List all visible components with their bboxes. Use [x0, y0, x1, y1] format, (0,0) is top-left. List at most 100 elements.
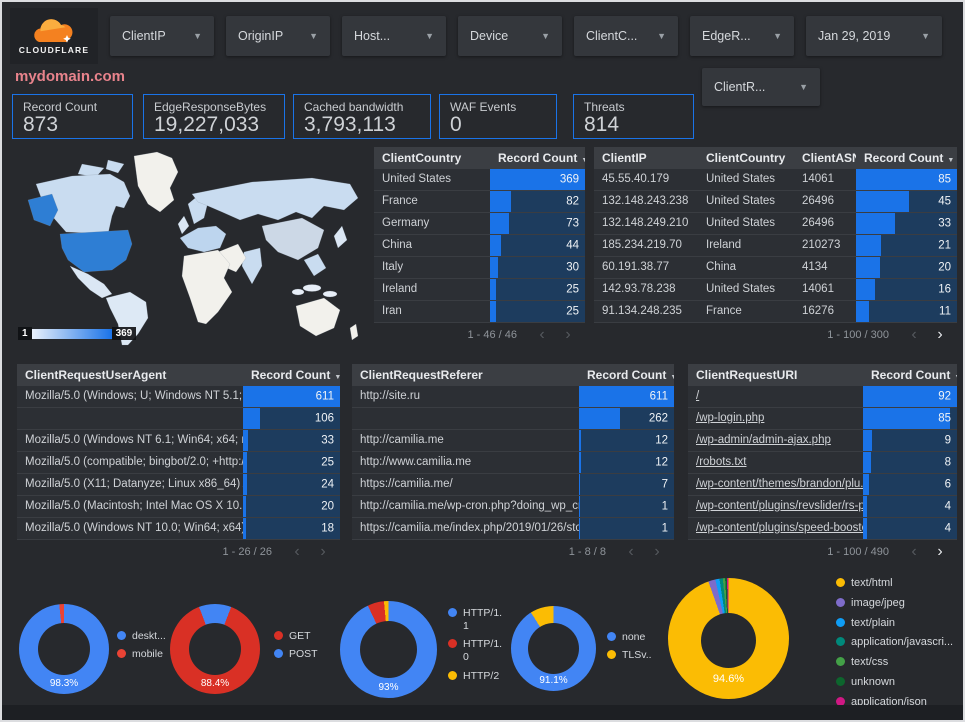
record-count-value: 82: [566, 195, 579, 207]
legend-item[interactable]: GET: [274, 630, 318, 643]
table-cell: https://camilia.me/index.php/2019/01/26/…: [360, 522, 579, 534]
legend-item[interactable]: application/json: [836, 696, 953, 710]
user-agent-table: ClientRequestUserAgent Record Count▼ Mozi…: [17, 364, 340, 564]
legend-dot-icon: [836, 676, 845, 686]
legend-item[interactable]: HTTP/1.1: [448, 607, 506, 633]
next-page-icon[interactable]: ›: [565, 326, 571, 343]
table-cell: http://camilia.me: [360, 434, 444, 446]
record-count-bar: [856, 213, 896, 234]
donut-hole: [189, 623, 241, 675]
filter-clientrequest[interactable]: ClientR... ▼: [702, 68, 820, 106]
column-header[interactable]: ClientRequestUserAgent: [25, 368, 167, 382]
next-page-icon[interactable]: ›: [937, 543, 943, 560]
legend-item[interactable]: deskt...: [117, 630, 166, 643]
legend-dot-icon: [274, 649, 283, 659]
prev-page-icon[interactable]: ‹: [628, 543, 634, 560]
legend-item[interactable]: mobile: [117, 648, 166, 661]
tls-version-donut[interactable]: 91.1% none TLSv..: [511, 606, 673, 701]
donut-ring: 91.1%: [511, 606, 596, 691]
legend-item[interactable]: unknown: [836, 676, 953, 690]
world-map-chart[interactable]: 1 369: [12, 147, 370, 347]
table-pagination: 1 - 46 / 46 ‹ ›: [374, 323, 585, 347]
filter-originip[interactable]: OriginIP ▼: [226, 16, 330, 56]
record-count-bar: [490, 235, 502, 256]
record-count-bar: [490, 301, 497, 322]
table-cell: France: [382, 195, 418, 207]
prev-page-icon[interactable]: ‹: [294, 543, 300, 560]
map-mexico: [69, 265, 113, 299]
date-range-picker[interactable]: Jan 29, 2019 ▼: [806, 16, 942, 56]
column-header[interactable]: ClientIP: [602, 151, 647, 165]
legend-item[interactable]: text/css: [836, 656, 953, 670]
filter-device[interactable]: Device ▼: [458, 16, 562, 56]
uri-link[interactable]: /: [696, 390, 700, 402]
sort-desc-icon: ▼: [954, 374, 957, 381]
column-header[interactable]: ClientRequestReferer: [360, 368, 483, 382]
record-count-bar-cell: 12: [579, 452, 674, 473]
column-header[interactable]: Record Count▼: [579, 368, 674, 382]
next-page-icon[interactable]: ›: [320, 543, 326, 560]
record-count-bar: [243, 452, 247, 473]
next-page-icon[interactable]: ›: [937, 326, 943, 343]
http-version-donut[interactable]: 93% HTTP/1.1 HTTP/1.0 HTTP/2: [340, 601, 510, 706]
prev-page-icon[interactable]: ‹: [911, 326, 917, 343]
table-header: ClientRequestUserAgent Record Count▼: [17, 364, 340, 386]
sort-desc-icon: ▼: [334, 374, 340, 381]
table-row: /wp-admin/admin-ajax.php 9: [688, 430, 957, 452]
legend-label: text/css: [851, 656, 889, 668]
record-count-bar: [863, 474, 870, 495]
uri-link[interactable]: /wp-admin/admin-ajax.php: [696, 434, 831, 446]
column-header[interactable]: ClientCountry: [706, 151, 786, 165]
record-count-bar: [856, 279, 875, 300]
donut-percent-label: 88.4%: [200, 678, 230, 689]
legend-item[interactable]: HTTP/1.0: [448, 638, 506, 664]
table-row: France 82: [374, 191, 585, 213]
legend-item[interactable]: application/javascri...: [836, 636, 953, 650]
record-count-value: 611: [315, 390, 334, 402]
legend-item[interactable]: text/plain: [836, 617, 953, 631]
record-count-bar-cell: 1: [579, 518, 674, 539]
table-row: Mozilla/5.0 (Windows; U; Windows NT 5.1;…: [17, 386, 340, 408]
uri-link[interactable]: /wp-content/themes/brandon/plu...: [696, 478, 863, 490]
request-uri-table: ClientRequestURI Record Count▼ / 92/wp-log…: [688, 364, 957, 564]
column-header[interactable]: Record Count▼: [490, 151, 585, 165]
device-type-donut[interactable]: 98.3% deskt... mobile: [19, 604, 179, 704]
table-cell: Mozilla/5.0 (Windows; U; Windows NT 5.1;…: [25, 390, 243, 402]
column-header[interactable]: Record Count▼: [864, 151, 955, 165]
legend-item[interactable]: none: [607, 631, 652, 644]
legend-item[interactable]: image/jpeg: [836, 597, 953, 611]
column-header[interactable]: Record Count▼: [863, 368, 957, 382]
table-row: /wp-login.php 85: [688, 408, 957, 430]
uri-link[interactable]: /robots.txt: [696, 456, 747, 468]
map-greenland: [133, 151, 179, 213]
prev-page-icon[interactable]: ‹: [911, 543, 917, 560]
legend-item[interactable]: TLSv..: [607, 649, 652, 662]
column-header[interactable]: ClientASN: [802, 151, 856, 165]
filter-clientip[interactable]: ClientIP ▼: [110, 16, 214, 56]
content-type-donut[interactable]: 94.6% text/html image/jpeg text/plain appli…: [668, 576, 962, 710]
filter-host[interactable]: Host... ▼: [342, 16, 446, 56]
legend-item[interactable]: POST: [274, 648, 318, 661]
table-row: Mozilla/5.0 (compatible; bingbot/2.0; +h…: [17, 452, 340, 474]
column-header[interactable]: ClientCountry: [382, 151, 462, 165]
uri-link[interactable]: /wp-content/plugins/speed-booste...: [696, 522, 863, 534]
map-color-legend: 1 369: [18, 327, 137, 340]
column-header[interactable]: Record Count▼: [243, 368, 340, 382]
record-count-value: 4: [944, 522, 951, 534]
column-header[interactable]: ClientRequestURI: [696, 368, 798, 382]
filter-edgeresponse[interactable]: EdgeR... ▼: [690, 16, 794, 56]
filter-clientcountry[interactable]: ClientC... ▼: [574, 16, 678, 56]
uri-link[interactable]: /wp-login.php: [696, 412, 765, 424]
pagination-range: 1 - 100 / 300: [827, 329, 889, 341]
next-page-icon[interactable]: ›: [654, 543, 660, 560]
legend-item[interactable]: text/html: [836, 577, 953, 591]
record-count-bar: [243, 496, 247, 517]
record-count-bar-cell: 44: [490, 235, 585, 256]
record-count-bar-cell: 369: [490, 169, 585, 190]
request-method-donut[interactable]: 88.4% GET POST: [170, 604, 335, 704]
uri-link[interactable]: /wp-content/plugins/revslider/rs-p...: [696, 500, 863, 512]
record-count-bar-cell: 25: [490, 279, 585, 300]
prev-page-icon[interactable]: ‹: [539, 326, 545, 343]
table-row: http://site.ru 611: [352, 386, 674, 408]
legend-item[interactable]: HTTP/2: [448, 670, 506, 683]
